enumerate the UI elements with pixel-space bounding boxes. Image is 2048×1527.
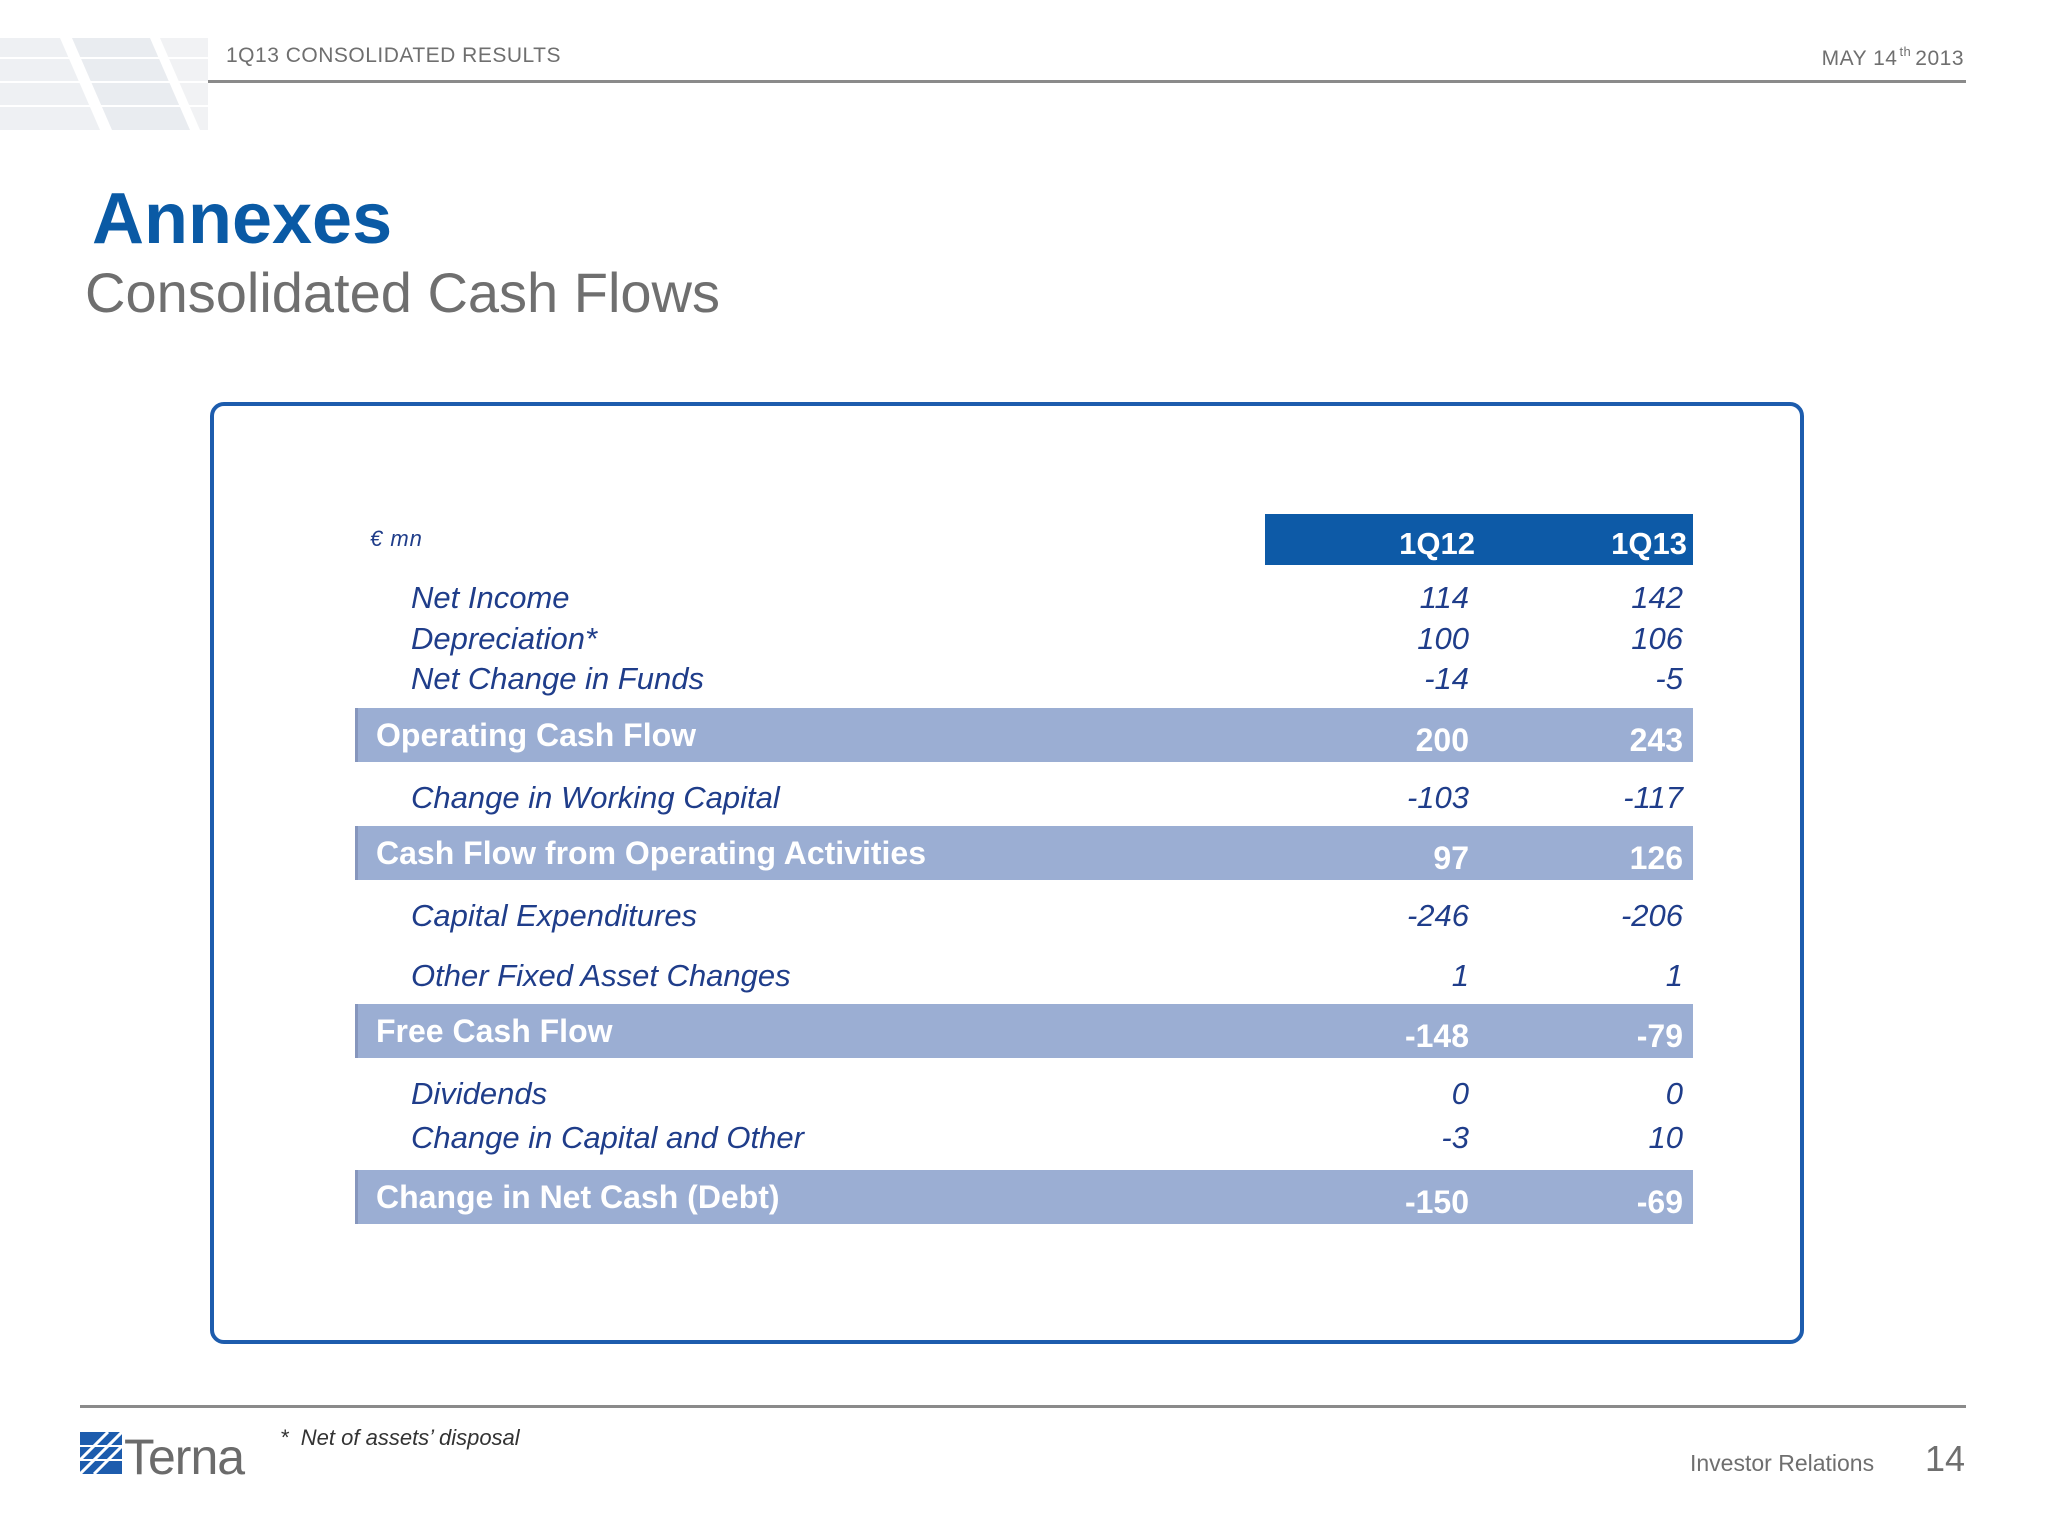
subtotal-value-1q12: -148 (1404, 1018, 1469, 1054)
row-value-1q12: -103 (1406, 780, 1469, 815)
row-value-1q13: -117 (1623, 780, 1683, 815)
total-value-1q12: -150 (1404, 1184, 1469, 1220)
header-decoration (0, 38, 208, 130)
page-subtitle: Consolidated Cash Flows (85, 261, 720, 324)
total-value-1q13: -69 (1636, 1184, 1683, 1220)
row-label: Net Change in Funds (411, 661, 704, 696)
table-row: Net Income 114 142 (355, 578, 1693, 618)
table-row: Dividends 0 0 (355, 1074, 1693, 1114)
row-label: Other Fixed Asset Changes (411, 958, 791, 993)
subtotal-label: Operating Cash Flow (376, 717, 697, 753)
column-header-1q13: 1Q13 (1611, 526, 1687, 561)
footer-divider (80, 1405, 1966, 1408)
row-label: Capital Expenditures (411, 898, 698, 933)
row-label: Depreciation* (411, 621, 598, 656)
column-header-1q12: 1Q12 (1399, 526, 1475, 561)
row-value-1q13: -206 (1620, 898, 1683, 933)
row-value-1q13: 10 (1648, 1120, 1683, 1155)
currency-unit: € mn (370, 526, 423, 551)
row-value-1q13: -5 (1655, 661, 1683, 696)
row-value-1q12: -14 (1424, 661, 1469, 696)
terna-logo-text: Terna (124, 1429, 245, 1485)
subtotal-value-1q13: 126 (1629, 840, 1683, 876)
row-value-1q12: 100 (1417, 621, 1469, 656)
subtotal-row: Operating Cash Flow 200 243 (355, 708, 1693, 762)
page-title: Annexes (92, 179, 393, 259)
subtotal-label: Free Cash Flow (376, 1013, 613, 1049)
table-row: Capital Expenditures -246 -206 (355, 896, 1693, 936)
subtotal-value-1q13: 243 (1629, 722, 1683, 758)
row-label: Change in Capital and Other (411, 1120, 804, 1155)
table-row: Change in Working Capital -103 -117 (355, 778, 1693, 818)
row-value-1q12: -246 (1406, 898, 1469, 933)
subtotal-row: Free Cash Flow -148 -79 (355, 1004, 1693, 1058)
row-label: Net Income (411, 580, 570, 615)
row-label: Change in Working Capital (411, 780, 780, 815)
table-row: Other Fixed Asset Changes 1 1 (355, 956, 1693, 996)
footnote: * Net of assets’ disposal (280, 1425, 520, 1450)
table-row: Depreciation* 100 106 (355, 619, 1693, 659)
row-value-1q13: 142 (1631, 580, 1683, 615)
row-value-1q12: 0 (1451, 1076, 1469, 1111)
table-row: Net Change in Funds -14 -5 (355, 659, 1693, 699)
row-value-1q12: -3 (1441, 1120, 1469, 1155)
terna-logo: Terna (80, 1428, 260, 1485)
row-value-1q13: 106 (1631, 621, 1683, 656)
row-label: Dividends (411, 1076, 548, 1111)
table-row: Change in Capital and Other -3 10 (355, 1118, 1693, 1158)
terna-logo-icon (80, 1432, 122, 1474)
header-title: 1Q13 CONSOLIDATED RESULTS (226, 44, 561, 67)
row-value-1q13: 1 (1665, 958, 1683, 993)
row-value-1q12: 1 (1451, 958, 1469, 993)
subtotal-label: Cash Flow from Operating Activities (376, 835, 927, 871)
subtotal-value-1q12: 200 (1415, 722, 1469, 758)
header-divider (208, 80, 1966, 83)
column-header-bar: 1Q12 1Q13 (1265, 514, 1693, 565)
total-label: Change in Net Cash (Debt) (376, 1179, 780, 1215)
page-number: 14 (1925, 1438, 1966, 1479)
total-row: Change in Net Cash (Debt) -150 -69 (355, 1170, 1693, 1224)
subtotal-row: Cash Flow from Operating Activities 97 1… (355, 826, 1693, 880)
row-value-1q13: 0 (1665, 1076, 1683, 1111)
footer-section-label: Investor Relations (1690, 1450, 1875, 1476)
subtotal-value-1q13: -79 (1636, 1018, 1683, 1054)
row-value-1q12: 114 (1419, 580, 1469, 615)
subtotal-value-1q12: 97 (1433, 840, 1469, 876)
